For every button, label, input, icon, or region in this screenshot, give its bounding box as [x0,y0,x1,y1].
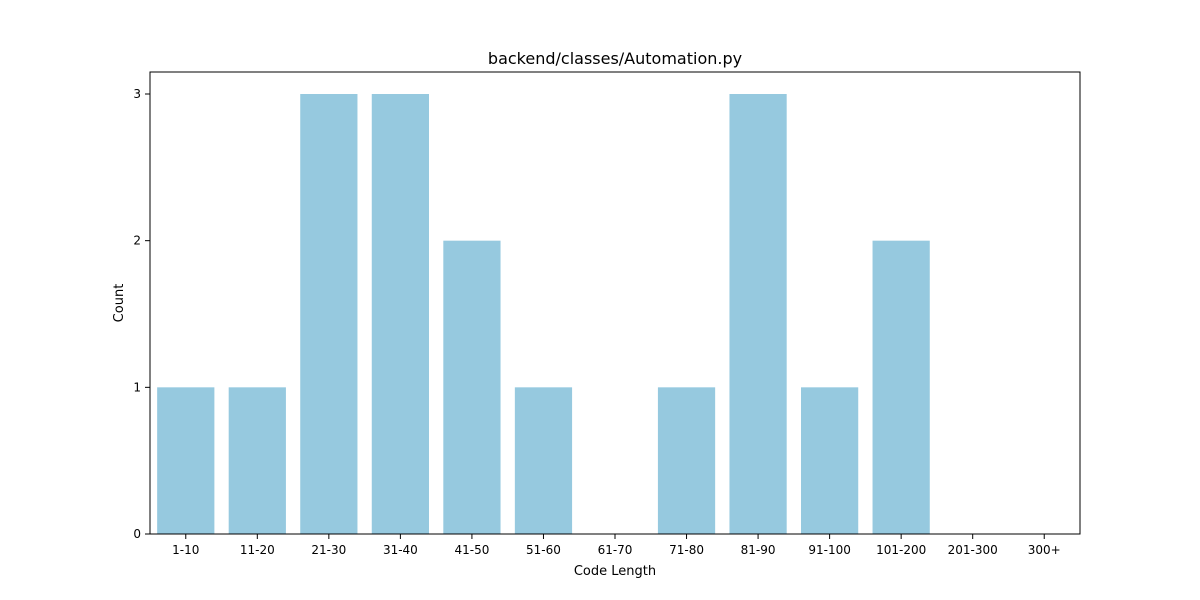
bars [157,94,930,535]
bar-11-20 [228,387,286,534]
x-tick-label: 51-60 [526,543,561,557]
y-tick-label: 0 [133,527,141,541]
x-tick-label: 61-70 [598,543,633,557]
x-axis-label: Code Length [574,564,656,579]
bar-41-50 [443,240,501,535]
bar-71-80 [657,387,716,534]
bar-21-30 [300,94,358,534]
bar-81-90 [729,94,787,534]
x-tick-label: 41-50 [454,543,489,557]
x-tick-label: 201-300 [948,543,998,557]
plot-area-frame [149,71,1081,535]
x-tick-label: 91-100 [808,543,851,557]
bar-1-10 [157,387,215,534]
x-tick-label: 101-200 [876,543,926,557]
y-tick-label: 2 [133,234,141,248]
x-axis: 1-10 11-20 21-30 31-40 41-50 51-60 61-70 71-80 8… [172,534,1061,557]
x-tick-label: 1-10 [172,543,199,557]
x-tick-label: 11-20 [240,543,275,557]
y-axis-label: Count [112,284,127,323]
x-tick-label: 31-40 [383,543,418,557]
bar-31-40 [371,94,429,534]
bar-51-60 [514,387,573,534]
y-axis: 0 1 2 3 [133,87,150,541]
x-tick-label: 300+ [1028,543,1061,557]
bar-101-200 [872,240,930,535]
x-tick-label: 21-30 [311,543,346,557]
x-tick-label: 81-90 [741,543,776,557]
y-tick-label: 3 [133,87,141,101]
chart-title: backend/classes/Automation.py [488,49,742,68]
x-tick-label: 71-80 [669,543,704,557]
y-tick-label: 1 [133,380,141,394]
bar-91-100 [801,387,859,534]
